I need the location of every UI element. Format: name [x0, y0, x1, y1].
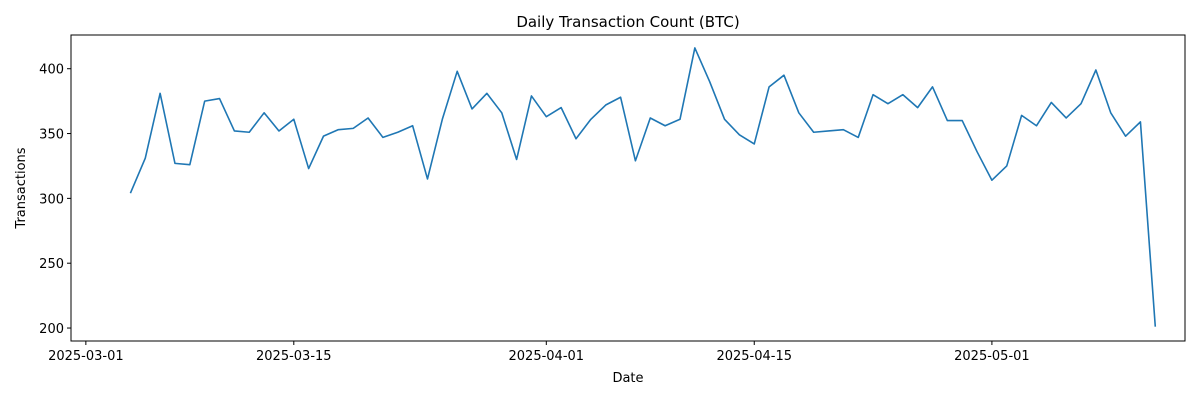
y-axis: 200 250 300 350 400	[39, 63, 71, 337]
plot-area-frame	[70, 34, 1186, 342]
series-line	[129, 47, 1157, 327]
y-tick-label: 350	[39, 128, 64, 143]
x-tick-label: 2025-03-01	[48, 349, 124, 364]
x-tick-label: 2025-03-15	[256, 349, 332, 364]
x-tick-label: 2025-05-01	[954, 349, 1030, 364]
x-tick-label: 2025-04-15	[716, 349, 792, 364]
y-tick-label: 200	[39, 322, 64, 337]
y-tick-label: 300	[39, 192, 64, 207]
y-tick-label: 400	[39, 63, 64, 78]
chart-title: Daily Transaction Count (BTC)	[516, 13, 739, 31]
x-tick-label: 2025-04-01	[509, 349, 585, 364]
y-tick-label: 250	[39, 257, 64, 272]
x-axis: 2025-03-01 2025-03-15 2025-04-01 2025-04-15…	[48, 341, 1030, 364]
y-axis-label: Transactions	[14, 147, 29, 229]
x-axis-label: Date	[612, 371, 643, 386]
